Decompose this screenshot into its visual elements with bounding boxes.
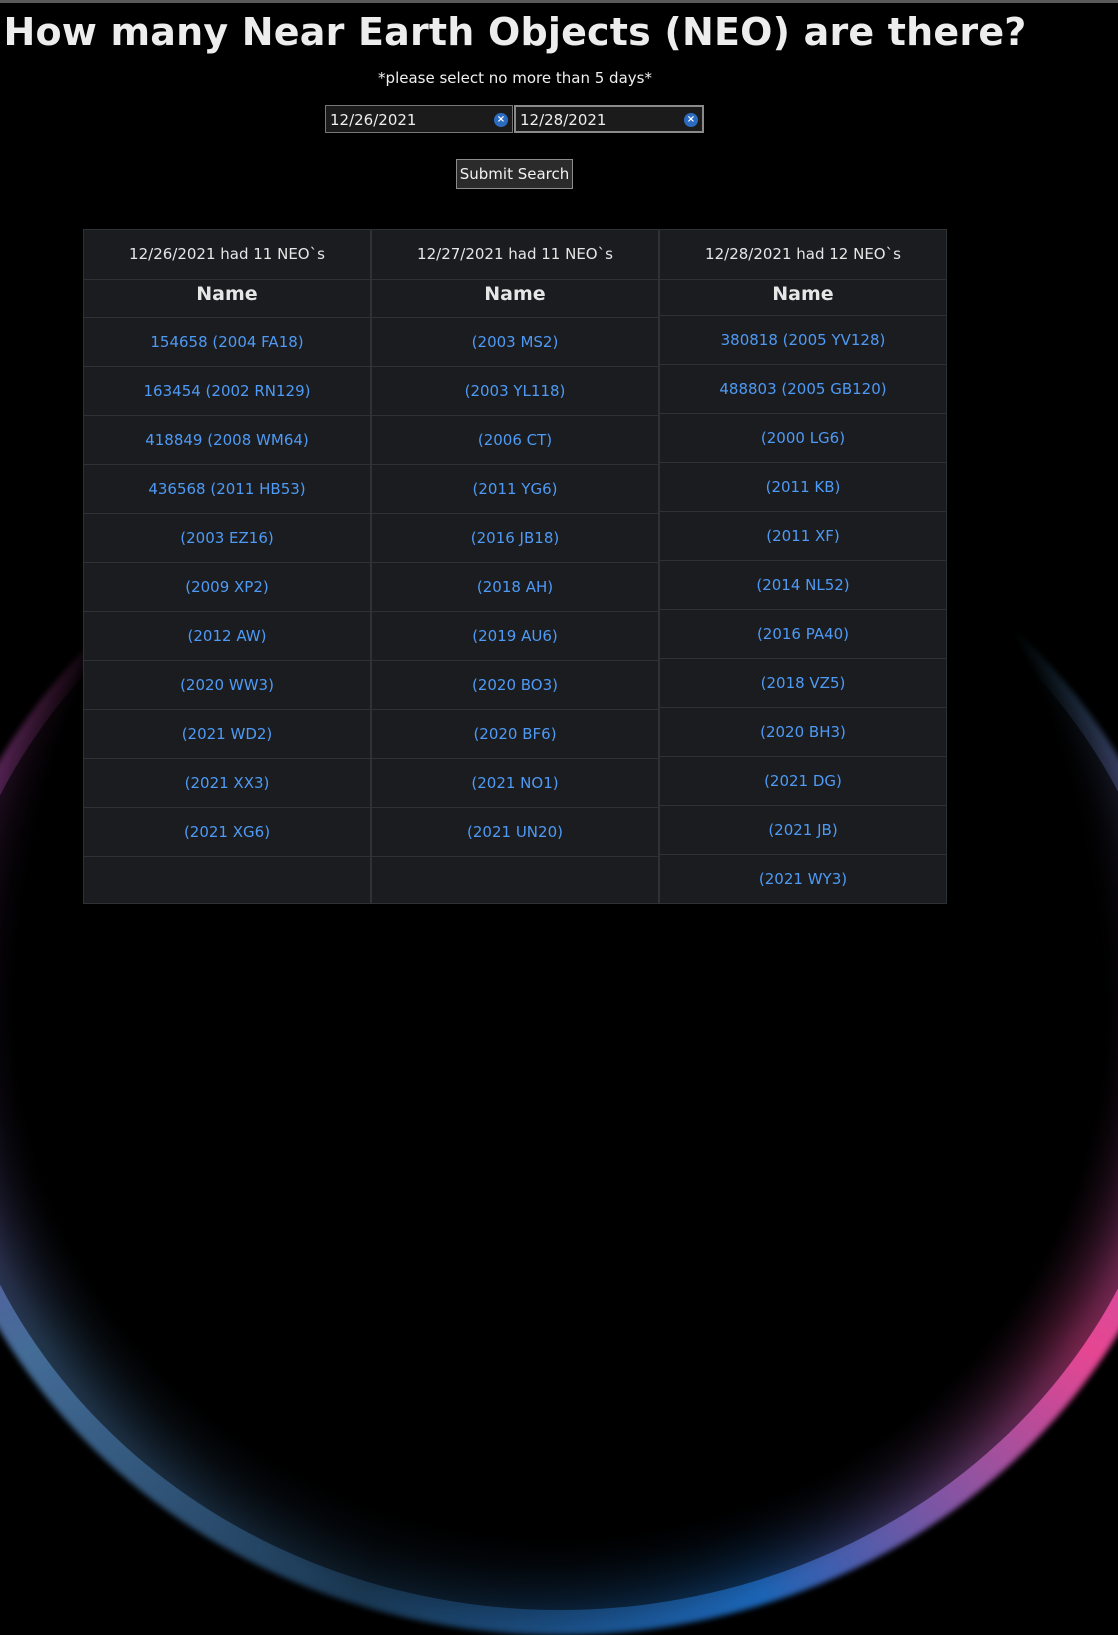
table-row: 154658 (2004 FA18) (84, 318, 370, 367)
neo-link[interactable]: (2011 XF) (766, 527, 840, 545)
table-row: (2021 NO1) (372, 759, 658, 808)
neo-link[interactable]: (2020 WW3) (180, 676, 274, 694)
neo-link[interactable]: (2016 PA40) (756, 625, 850, 643)
neo-link[interactable]: (2006 CT) (477, 431, 553, 449)
neo-link[interactable]: (2021 XX3) (184, 774, 270, 792)
table-row: (2012 AW) (84, 612, 370, 661)
neo-link[interactable]: (2003 EZ16) (180, 529, 274, 547)
neo-link[interactable]: (2021 JB) (768, 821, 838, 839)
neo-link[interactable]: (2021 XG6) (183, 823, 271, 841)
table-row: (2011 YG6) (372, 465, 658, 514)
start-date-input[interactable]: 12/26/2021 × (325, 105, 513, 133)
clear-start-date-icon[interactable]: × (494, 113, 508, 127)
start-date-value: 12/26/2021 (330, 111, 417, 129)
column-date-heading: 12/26/2021 had 11 NEO`s (84, 230, 370, 280)
neo-link[interactable]: (2018 VZ5) (760, 674, 846, 692)
table-row: (2020 WW3) (84, 661, 370, 710)
results-column: 12/26/2021 had 11 NEO`s Name 154658 (2004 … (83, 229, 371, 904)
clear-end-date-icon[interactable]: × (684, 113, 698, 127)
neo-link[interactable]: (2016 JB18) (470, 529, 560, 547)
table-row: (2003 YL118) (372, 367, 658, 416)
neo-link[interactable]: (2009 XP2) (185, 578, 269, 596)
table-row: (2011 KB) (660, 463, 946, 512)
table-row: (2018 VZ5) (660, 659, 946, 708)
table-row: 436568 (2011 HB53) (84, 465, 370, 514)
neo-link[interactable]: (2014 NL52) (756, 576, 850, 594)
column-name-header: Name (84, 280, 370, 318)
neo-link[interactable]: 154658 (2004 FA18) (150, 333, 304, 351)
table-row: (2020 BH3) (660, 708, 946, 757)
table-row: (2020 BF6) (372, 710, 658, 759)
table-row: (2018 AH) (372, 563, 658, 612)
neo-link[interactable]: (2019 AU6) (472, 627, 558, 645)
table-row: (2003 MS2) (372, 318, 658, 367)
table-row: (2020 BO3) (372, 661, 658, 710)
column-name-header: Name (372, 280, 658, 318)
neo-link[interactable]: (2021 NO1) (471, 774, 559, 792)
table-row: (2021 JB) (660, 806, 946, 855)
end-date-input[interactable]: 12/28/2021 × (514, 105, 704, 133)
table-row: (2006 CT) (372, 416, 658, 465)
neo-link[interactable]: (2011 KB) (765, 478, 841, 496)
column-date-heading: 12/27/2021 had 11 NEO`s (372, 230, 658, 280)
table-row: (2021 WD2) (84, 710, 370, 759)
neo-link[interactable]: 380818 (2005 YV128) (720, 331, 886, 349)
table-row: (2021 XG6) (84, 808, 370, 857)
neo-link[interactable]: (2021 WD2) (181, 725, 273, 743)
results-column: 12/27/2021 had 11 NEO`s Name (2003 MS2) (20… (371, 229, 659, 904)
neo-link[interactable]: 436568 (2011 HB53) (148, 480, 306, 498)
window-top-border (0, 0, 1118, 3)
column-name-header: Name (660, 280, 946, 316)
neo-link[interactable]: 163454 (2002 RN129) (143, 382, 311, 400)
date-limit-note: *please select no more than 5 days* (378, 69, 652, 87)
table-row: (2016 JB18) (372, 514, 658, 563)
neo-link[interactable]: (2018 AH) (476, 578, 554, 596)
table-row: (2021 WY3) (660, 855, 946, 903)
table-row: (2009 XP2) (84, 563, 370, 612)
table-row: (2016 PA40) (660, 610, 946, 659)
neo-link[interactable]: (2021 UN20) (467, 823, 563, 841)
table-row: 418849 (2008 WM64) (84, 416, 370, 465)
results-column: 12/28/2021 had 12 NEO`s Name 380818 (2005 … (659, 229, 947, 904)
neo-link[interactable]: (2011 YG6) (472, 480, 558, 498)
table-row: (2014 NL52) (660, 561, 946, 610)
table-row: (2019 AU6) (372, 612, 658, 661)
neo-link[interactable]: (2020 BF6) (473, 725, 557, 743)
table-row: (2021 XX3) (84, 759, 370, 808)
end-date-value: 12/28/2021 (520, 111, 607, 129)
neo-link[interactable]: (2021 DG) (764, 772, 842, 790)
results-table: 12/26/2021 had 11 NEO`s Name 154658 (2004 … (83, 229, 947, 904)
neo-link[interactable]: (2003 MS2) (471, 333, 559, 351)
table-row: 380818 (2005 YV128) (660, 316, 946, 365)
neo-link[interactable]: 418849 (2008 WM64) (145, 431, 309, 449)
neo-link[interactable]: (2021 WY3) (758, 870, 848, 888)
table-row: 163454 (2002 RN129) (84, 367, 370, 416)
table-row: (2021 DG) (660, 757, 946, 806)
table-row: (2021 UN20) (372, 808, 658, 857)
neo-link[interactable]: (2020 BO3) (471, 676, 559, 694)
table-row: 488803 (2005 GB120) (660, 365, 946, 414)
table-row: (2003 EZ16) (84, 514, 370, 563)
page-title: How many Near Earth Objects (NEO) are th… (3, 10, 1027, 54)
table-row: (2000 LG6) (660, 414, 946, 463)
neo-link[interactable]: (2003 YL118) (464, 382, 566, 400)
neo-link[interactable]: (2000 LG6) (760, 429, 846, 447)
column-date-heading: 12/28/2021 had 12 NEO`s (660, 230, 946, 280)
neo-link[interactable]: (2012 AW) (187, 627, 267, 645)
submit-search-button[interactable]: Submit Search (456, 159, 573, 189)
neo-link[interactable]: 488803 (2005 GB120) (719, 380, 887, 398)
neo-link[interactable]: (2020 BH3) (760, 723, 846, 741)
table-row: (2011 XF) (660, 512, 946, 561)
